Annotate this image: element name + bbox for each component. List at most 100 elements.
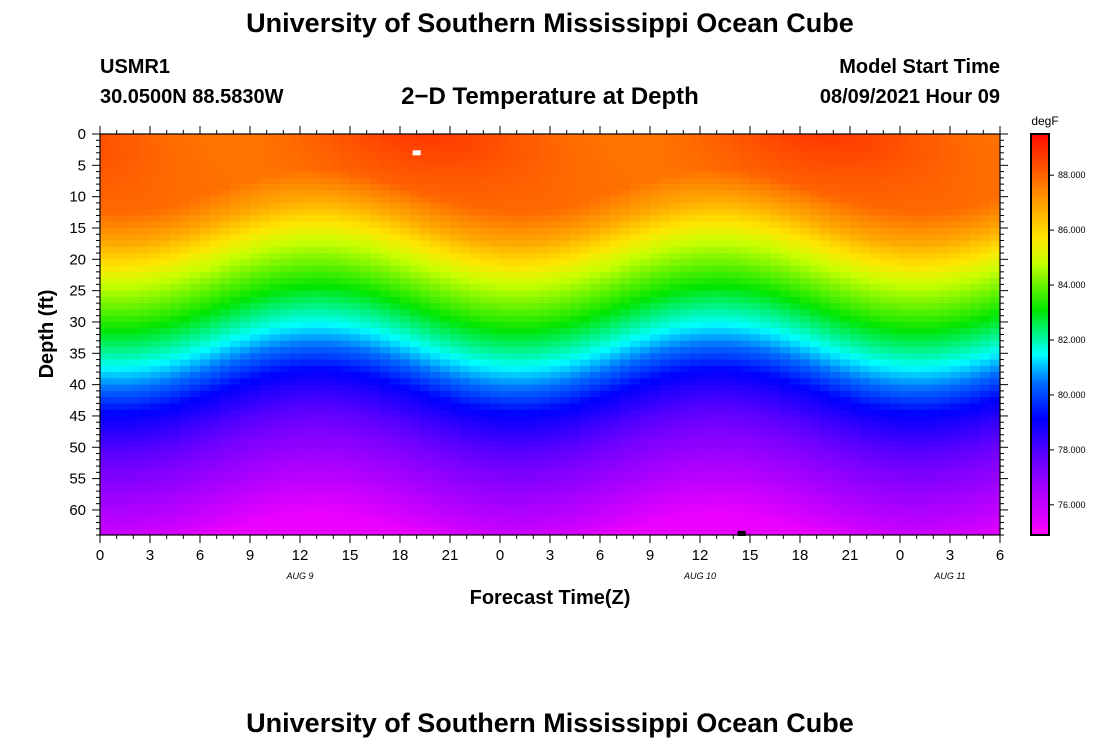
heatmap-cell: [420, 284, 431, 292]
heatmap-cell: [450, 365, 461, 373]
heatmap-cell: [590, 334, 601, 342]
heatmap-cell: [610, 309, 621, 317]
heatmap-cell: [470, 365, 481, 373]
heatmap-cell: [660, 365, 671, 373]
heatmap-cell: [550, 202, 561, 210]
heatmap-cell: [120, 528, 131, 535]
heatmap-cell: [810, 296, 821, 304]
heatmap-cell: [560, 390, 571, 398]
heatmap-cell: [600, 522, 611, 530]
heatmap-cell: [600, 509, 611, 517]
heatmap-cell: [160, 159, 171, 166]
heatmap-cell: [310, 528, 321, 535]
heatmap-cell: [750, 165, 761, 173]
heatmap-cell: [590, 184, 601, 191]
heatmap-cell: [780, 434, 791, 442]
heatmap-cell: [770, 390, 781, 398]
heatmap-cell: [670, 522, 681, 530]
heatmap-cell: [110, 397, 121, 405]
heatmap-cell: [720, 459, 731, 467]
heatmap-cell: [200, 177, 211, 185]
heatmap-cell: [860, 209, 871, 217]
heatmap-cell: [330, 497, 341, 505]
heatmap-cell: [390, 240, 401, 248]
heatmap-cell: [290, 196, 301, 204]
heatmap-cell: [220, 472, 231, 480]
heatmap-cell: [390, 503, 401, 511]
heatmap-cell: [500, 328, 511, 336]
station-coordinates: 30.0500N 88.5830W: [100, 86, 284, 108]
heatmap-cell: [720, 378, 731, 386]
heatmap-cell: [860, 265, 871, 273]
heatmap-cell: [760, 159, 771, 166]
heatmap-cell: [650, 453, 661, 461]
heatmap-cell: [820, 509, 831, 517]
heatmap-cell: [310, 190, 321, 198]
heatmap-cell: [290, 165, 301, 173]
heatmap-cell: [680, 359, 691, 367]
heatmap-cell: [340, 146, 351, 154]
heatmap-cell: [190, 240, 201, 248]
heatmap-cell: [510, 290, 521, 298]
heatmap-cell: [560, 140, 571, 148]
heatmap-cell: [380, 278, 391, 285]
heatmap-cell: [160, 234, 171, 242]
heatmap-cell: [850, 472, 861, 480]
heatmap-cell: [180, 384, 191, 392]
heatmap-cell: [710, 466, 721, 473]
heatmap-cell: [710, 265, 721, 273]
heatmap-cell: [190, 284, 201, 292]
heatmap-cell: [540, 378, 551, 386]
heatmap-cell: [540, 353, 551, 361]
heatmap-cell: [580, 365, 591, 373]
heatmap-cell: [550, 328, 561, 336]
heatmap-cell: [800, 209, 811, 217]
heatmap-cell: [540, 441, 551, 448]
heatmap-cell: [190, 196, 201, 204]
heatmap-cell: [340, 184, 351, 191]
heatmap-cell: [760, 334, 771, 342]
heatmap-cell: [240, 152, 251, 160]
heatmap-cell: [610, 428, 621, 436]
heatmap-cell: [130, 265, 141, 273]
heatmap-cell: [320, 202, 331, 210]
heatmap-cell: [340, 140, 351, 148]
heatmap-cell: [520, 359, 531, 367]
heatmap-cell: [350, 146, 361, 154]
heatmap-cell: [410, 278, 421, 285]
heatmap-cell: [250, 296, 261, 304]
heatmap-cell: [560, 484, 571, 492]
heatmap-cell: [350, 522, 361, 530]
heatmap-cell: [740, 196, 751, 204]
heatmap-cell: [650, 190, 661, 198]
heatmap-cell: [660, 240, 671, 248]
heatmap-cell: [750, 453, 761, 461]
heatmap-cell: [100, 265, 111, 273]
heatmap-cell: [630, 509, 641, 517]
heatmap-cell: [680, 315, 691, 323]
heatmap-cell: [100, 409, 111, 417]
heatmap-cell: [330, 209, 341, 217]
heatmap-cell: [270, 246, 281, 254]
heatmap-cell: [680, 171, 691, 179]
heatmap-cell: [750, 246, 761, 254]
heatmap-cell: [270, 259, 281, 267]
heatmap-cell: [590, 441, 601, 448]
heatmap-cell: [120, 165, 131, 173]
heatmap-cell: [730, 134, 741, 141]
heatmap-cell: [740, 340, 751, 348]
heatmap-cell: [820, 240, 831, 248]
heatmap-cell: [720, 528, 731, 535]
heatmap-cell: [630, 221, 641, 229]
heatmap-cell: [730, 290, 741, 298]
heatmap-cell: [440, 441, 451, 448]
heatmap-cell: [340, 259, 351, 267]
heatmap-cell: [830, 522, 841, 530]
heatmap-cell: [700, 234, 711, 242]
heatmap-cell: [420, 215, 431, 223]
heatmap-cell: [760, 365, 771, 373]
heatmap-cell: [370, 315, 381, 323]
heatmap-cell: [410, 466, 421, 473]
heatmap-cell: [820, 309, 831, 317]
heatmap-cell: [820, 134, 831, 141]
